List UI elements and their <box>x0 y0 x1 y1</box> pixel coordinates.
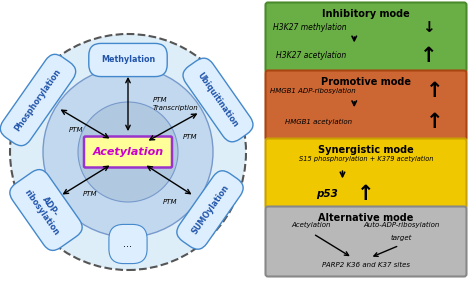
Text: target: target <box>391 235 412 241</box>
Text: Phosphorylation: Phosphorylation <box>13 67 63 133</box>
Text: ↑: ↑ <box>426 112 443 132</box>
Text: ADP-
ribosylation: ADP- ribosylation <box>23 182 69 238</box>
Text: H3K27 methylation: H3K27 methylation <box>273 23 346 32</box>
Text: Methylation: Methylation <box>101 55 155 65</box>
Text: PARP2 K36 and K37 sites: PARP2 K36 and K37 sites <box>322 262 410 268</box>
Text: ↑: ↑ <box>420 46 438 66</box>
Circle shape <box>10 34 246 270</box>
FancyBboxPatch shape <box>84 136 172 168</box>
Text: Promotive mode: Promotive mode <box>321 77 411 87</box>
Text: p53: p53 <box>316 189 338 199</box>
Text: Auto-ADP-ribosylation: Auto-ADP-ribosylation <box>363 222 439 228</box>
FancyBboxPatch shape <box>265 138 466 208</box>
Text: PTM: PTM <box>69 127 83 133</box>
Text: Ubiquitination: Ubiquitination <box>196 71 240 129</box>
Circle shape <box>78 102 178 202</box>
Text: SUMOylation: SUMOylation <box>190 184 230 236</box>
Text: PTM: PTM <box>183 134 197 140</box>
Text: HMGB1 ADP-ribosylation: HMGB1 ADP-ribosylation <box>271 88 356 94</box>
FancyBboxPatch shape <box>265 207 466 277</box>
Text: S15 phosphorylation + K379 acetylation: S15 phosphorylation + K379 acetylation <box>299 156 433 162</box>
Text: Synergistic mode: Synergistic mode <box>318 145 414 155</box>
Text: ↑: ↑ <box>357 184 375 204</box>
FancyBboxPatch shape <box>265 71 466 141</box>
Text: Inhibitory mode: Inhibitory mode <box>322 9 410 19</box>
Text: H3K27 acetylation: H3K27 acetylation <box>276 51 346 60</box>
Text: PTM: PTM <box>163 199 177 205</box>
Circle shape <box>43 67 213 237</box>
Text: Acetylation: Acetylation <box>292 222 331 228</box>
Text: PTM: PTM <box>83 191 97 197</box>
Text: ↑: ↑ <box>426 81 443 101</box>
FancyBboxPatch shape <box>265 2 466 72</box>
Text: Acetylation: Acetylation <box>92 147 164 157</box>
Text: HMGB1 acetylation: HMGB1 acetylation <box>285 119 352 125</box>
Text: Alternative mode: Alternative mode <box>319 213 414 223</box>
Text: PTM
Transcription: PTM Transcription <box>153 98 199 111</box>
Text: ↓: ↓ <box>422 20 435 35</box>
Text: ...: ... <box>124 239 133 249</box>
